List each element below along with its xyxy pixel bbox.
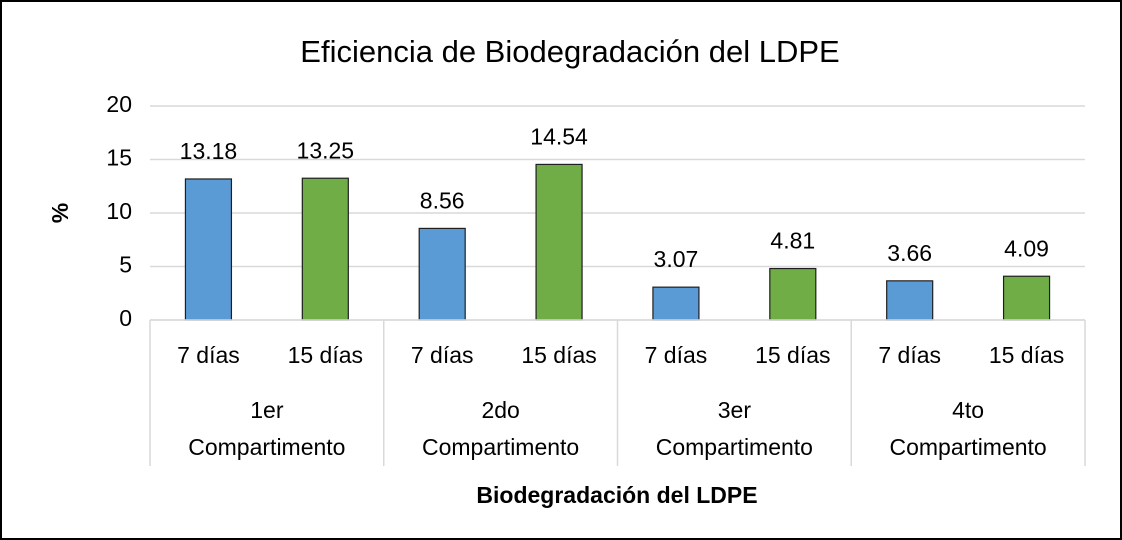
data-label: 14.54 <box>530 124 588 150</box>
group-label: 2do Compartimento <box>422 397 580 460</box>
y-tick-label: 0 <box>119 305 132 331</box>
bar <box>652 286 700 321</box>
data-label: 3.66 <box>887 240 932 266</box>
x-tick-label: 7 días <box>645 342 708 368</box>
x-tick-label: 7 días <box>411 342 474 368</box>
data-label: 13.25 <box>297 137 355 163</box>
bar <box>301 177 349 321</box>
bar <box>886 280 934 321</box>
group-label: 4to Compartimento <box>889 397 1047 460</box>
data-label: 8.56 <box>420 187 465 213</box>
group-label: 3er Compartimento <box>655 397 813 460</box>
y-tick-label: 5 <box>119 252 132 278</box>
x-tick-label: 15 días <box>989 342 1064 368</box>
data-label: 4.09 <box>1004 235 1049 261</box>
bar <box>535 163 583 321</box>
data-label: 4.81 <box>770 228 815 254</box>
bar <box>769 267 817 321</box>
data-label: 13.18 <box>180 138 238 164</box>
group-label: 1er Compartimento <box>188 397 346 460</box>
chart-title: Eficiencia de Biodegradación del LDPE <box>300 34 839 69</box>
y-tick-label: 20 <box>106 91 132 117</box>
x-tick-label: 7 días <box>177 342 240 368</box>
bar <box>1002 275 1051 321</box>
y-axis-title: % <box>47 203 73 223</box>
data-label: 3.07 <box>654 246 699 272</box>
bar <box>418 227 466 321</box>
y-tick-label: 15 <box>106 145 132 171</box>
x-axis-title: Biodegradación del LDPE <box>476 482 757 508</box>
x-tick-label: 15 días <box>755 342 830 368</box>
bar <box>184 178 233 321</box>
x-tick-label: 15 días <box>288 342 363 368</box>
x-tick-label: 15 días <box>521 342 596 368</box>
y-tick-label: 10 <box>106 198 132 224</box>
x-tick-label: 7 días <box>878 342 941 368</box>
